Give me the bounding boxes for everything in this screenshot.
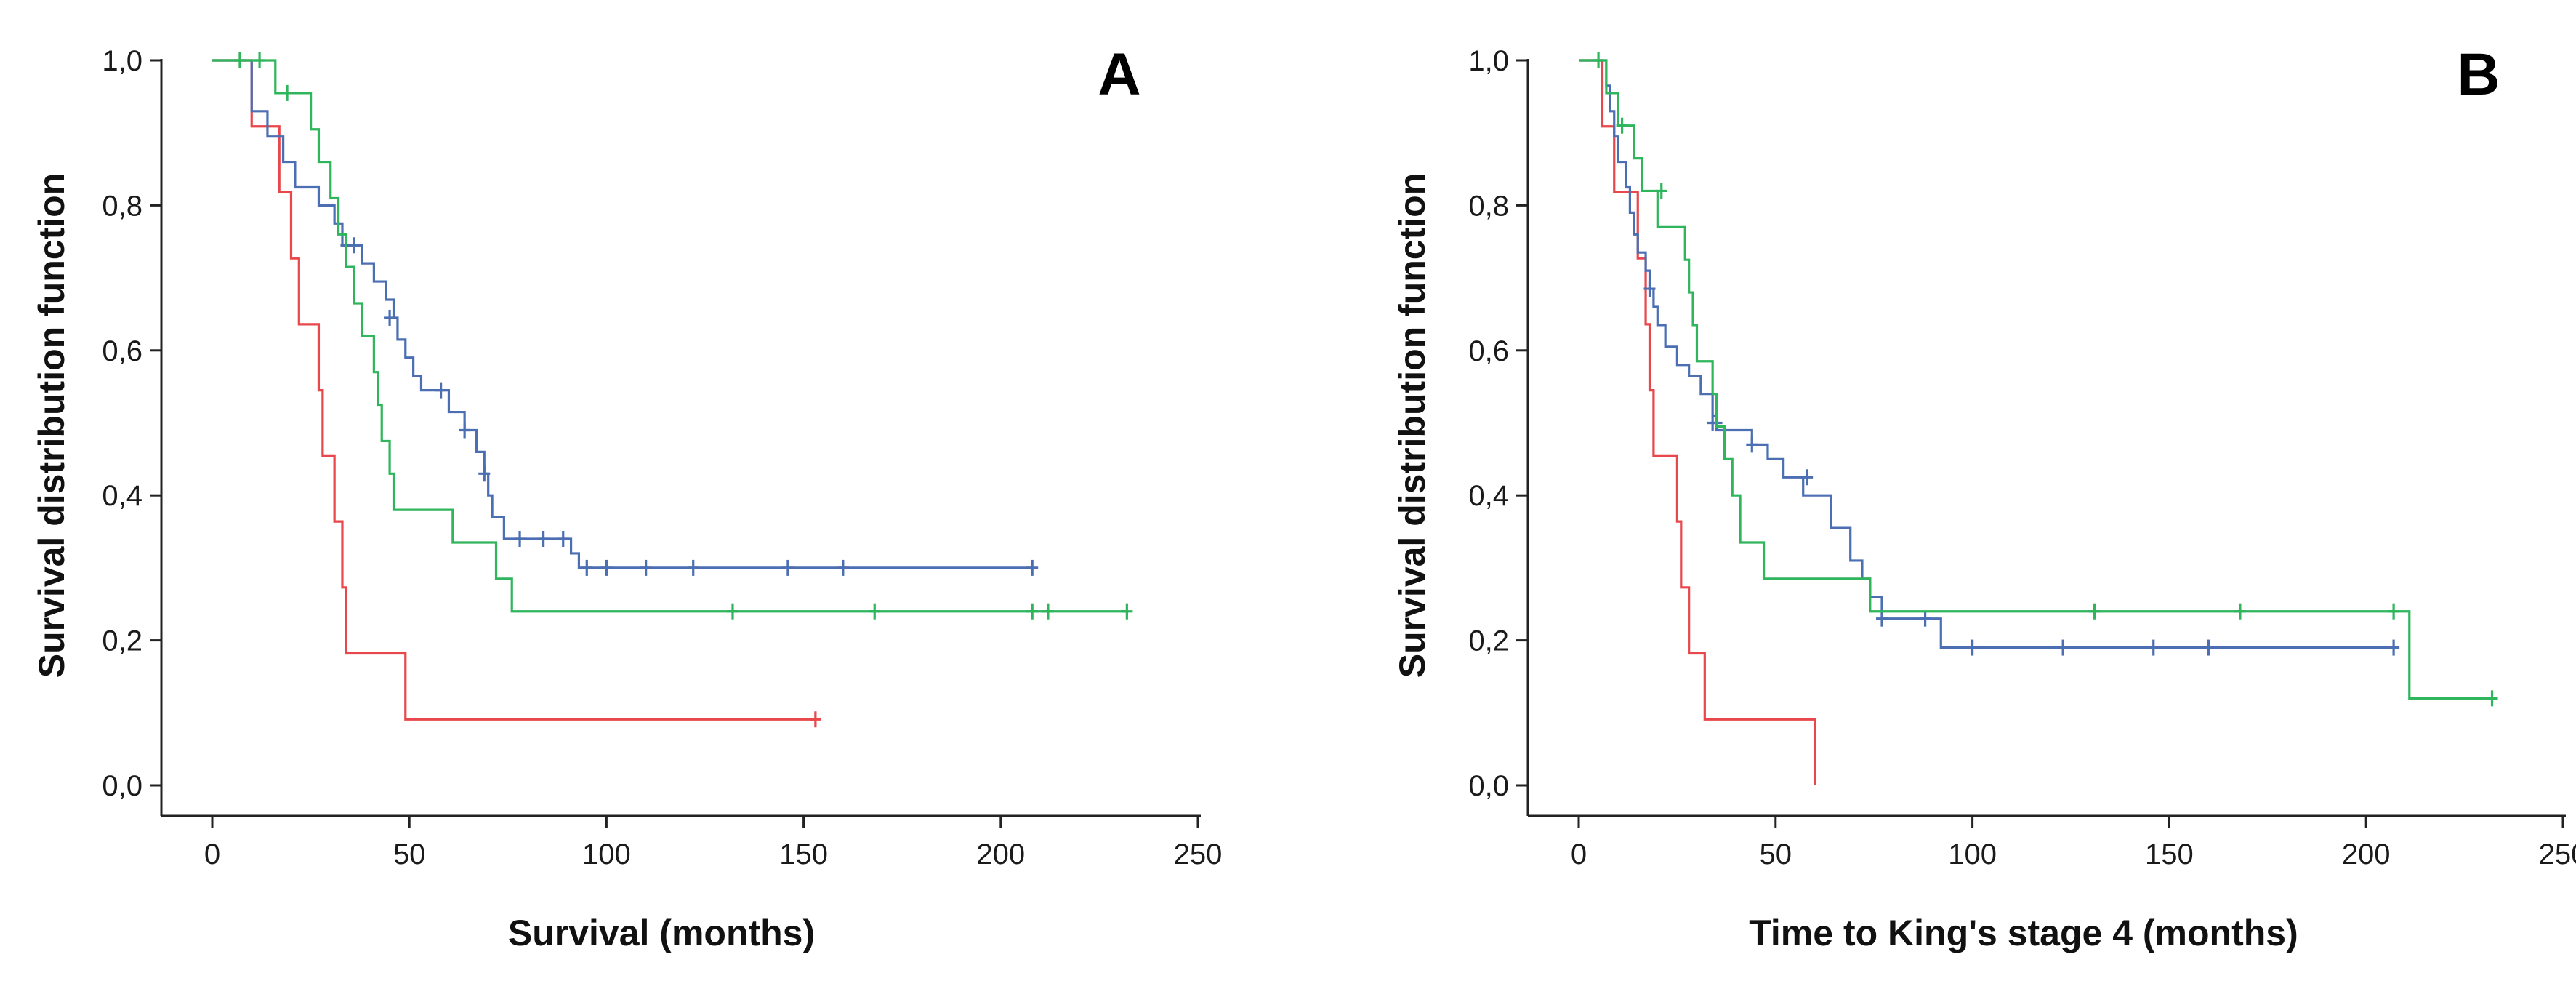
panel-a-y-tick-label: 0,8 xyxy=(102,190,142,222)
panel-b-y-axis-title: Survival distribution function xyxy=(1392,173,1433,678)
panel-b-curve-blue xyxy=(1579,59,2394,649)
panel-a-curve-red xyxy=(212,59,816,721)
panel-b-y-tick-label: 0,0 xyxy=(1468,770,1509,802)
panel-a-y-tick-label: 1,0 xyxy=(102,45,142,77)
panel-b-curve-green xyxy=(1579,59,2492,700)
panel-b-y-tick-label: 0,8 xyxy=(1468,190,1509,222)
panel-a-x-tick-label: 250 xyxy=(1174,838,1223,870)
panel-b-x-axis-title: Time to King's stage 4 (months) xyxy=(1749,913,2298,953)
panel-b-x-tick-label: 50 xyxy=(1760,838,1792,870)
panel-b-y-tick-label: 0,4 xyxy=(1468,480,1509,512)
panel-b-x-tick-label: 150 xyxy=(2145,838,2194,870)
panel-a-y-axis-title: Survival distribution function xyxy=(31,173,72,678)
panel-b-y-tick-label: 0,6 xyxy=(1468,335,1509,367)
panel-a-y-tick-label: 0,2 xyxy=(102,625,142,657)
panel-a-x-axis-title: Survival (months) xyxy=(508,913,815,953)
panel-a-x-tick-label: 50 xyxy=(393,838,426,870)
panel-a-x-tick-label: 150 xyxy=(779,838,828,870)
panel-a-x-tick-label: 200 xyxy=(976,838,1025,870)
panel-a-y-tick-label: 0,0 xyxy=(102,770,142,802)
panel-a-letter: A xyxy=(1098,41,1140,108)
panel-b-x-tick-label: 200 xyxy=(2342,838,2391,870)
panel-a-curve-green xyxy=(212,59,1127,613)
panel-b-x-tick-label: 0 xyxy=(1571,838,1587,870)
panel-b-letter: B xyxy=(2457,41,2500,108)
panel-b-x-tick-label: 250 xyxy=(2539,838,2576,870)
panel-b-curve-red xyxy=(1579,59,1816,785)
panel-b-x-tick-label: 100 xyxy=(1948,838,1997,870)
panel-a-y-tick-label: 0,6 xyxy=(102,335,142,367)
panel-a-plot: 0,0 0,2 0,4 0,6 0,8 1,0 0 50 100 150 200 250 xyxy=(102,45,1222,870)
panel-a-curve-blue xyxy=(212,59,1033,569)
panel-b-y-tick-label: 0,2 xyxy=(1468,625,1509,657)
panel-a-x-tick-label: 0 xyxy=(204,838,220,870)
panel-b-y-tick-label: 1,0 xyxy=(1468,45,1509,77)
panel-a-y-tick-label: 0,4 xyxy=(102,480,142,512)
panel-a: Survival distribution function Survival … xyxy=(31,41,1222,953)
panel-b-plot: 0,0 0,2 0,4 0,6 0,8 1,0 0 50 100 150 200 250 xyxy=(1468,45,2576,870)
panel-b: Survival distribution function Time to K… xyxy=(1392,41,2576,953)
panel-a-x-tick-label: 100 xyxy=(582,838,631,870)
